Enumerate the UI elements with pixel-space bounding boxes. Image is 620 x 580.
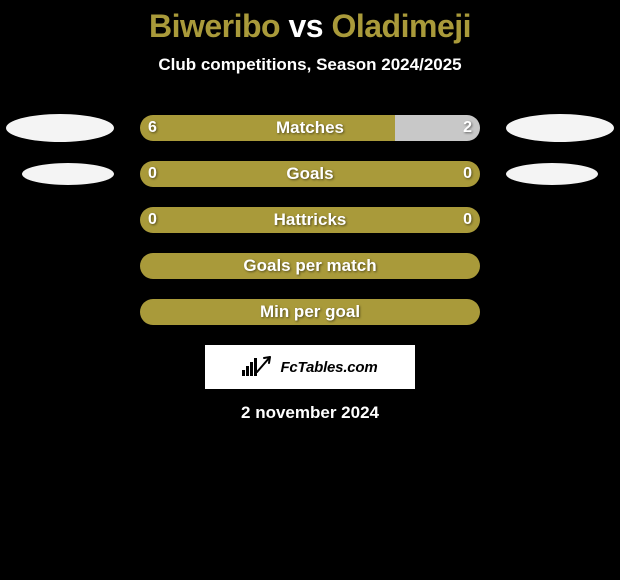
stat-value-right: 0: [463, 207, 472, 233]
stat-value-right: 2: [463, 115, 472, 141]
vs-separator: vs: [288, 8, 323, 44]
stat-row: Matches62: [0, 115, 620, 141]
player2-marker: [506, 114, 614, 142]
player1-marker-small: [22, 163, 114, 185]
comparison-card: Biweribo vs Oladimeji Club competitions,…: [0, 0, 620, 423]
stat-row: Goals per match: [0, 253, 620, 279]
bar-wrap: [140, 161, 480, 187]
stat-value-left: 0: [148, 161, 157, 187]
subtitle: Club competitions, Season 2024/2025: [0, 55, 620, 75]
bar-left: [140, 299, 480, 325]
stat-row: Hattricks00: [0, 207, 620, 233]
bar-left: [140, 115, 395, 141]
bar-left: [140, 161, 480, 187]
stat-rows: Matches62Goals00Hattricks00Goals per mat…: [0, 115, 620, 325]
stat-row: Min per goal: [0, 299, 620, 325]
bar-left: [140, 253, 480, 279]
stat-value-left: 6: [148, 115, 157, 141]
bar-wrap: [140, 115, 480, 141]
player1-marker: [6, 114, 114, 142]
attribution-text: FcTables.com: [280, 359, 377, 376]
player2-name: Oladimeji: [331, 8, 471, 44]
attribution-badge: FcTables.com: [205, 345, 415, 389]
date-text: 2 november 2024: [0, 403, 620, 423]
player2-marker-small: [506, 163, 598, 185]
player1-name: Biweribo: [149, 8, 280, 44]
title: Biweribo vs Oladimeji: [0, 8, 620, 45]
bar-wrap: [140, 253, 480, 279]
bar-wrap: [140, 207, 480, 233]
stat-value-left: 0: [148, 207, 157, 233]
chart-icon: [242, 358, 274, 376]
stat-value-right: 0: [463, 161, 472, 187]
bar-wrap: [140, 299, 480, 325]
stat-row: Goals00: [0, 161, 620, 187]
bar-left: [140, 207, 480, 233]
arrow-icon: [256, 353, 274, 378]
